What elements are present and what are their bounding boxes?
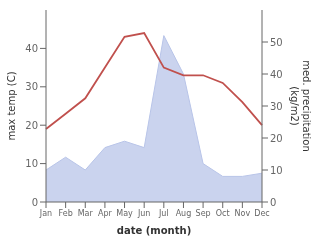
svg-text:Mar: Mar <box>78 209 94 218</box>
svg-text:30: 30 <box>25 81 38 92</box>
svg-text:May: May <box>116 209 133 218</box>
svg-text:Aug: Aug <box>176 209 192 218</box>
svg-text:Oct: Oct <box>216 209 230 218</box>
svg-text:date (month): date (month) <box>117 225 191 236</box>
svg-text:20: 20 <box>270 133 283 144</box>
svg-text:0: 0 <box>32 197 38 208</box>
svg-text:10: 10 <box>270 165 283 176</box>
svg-text:40: 40 <box>25 43 38 54</box>
svg-text:40: 40 <box>270 69 283 80</box>
svg-text:Jan: Jan <box>39 209 52 218</box>
svg-text:0: 0 <box>270 197 276 208</box>
svg-text:med. precipitation(kg/m2): med. precipitation(kg/m2) <box>290 60 311 152</box>
svg-text:Jun: Jun <box>137 209 151 218</box>
svg-text:Nov: Nov <box>235 209 251 218</box>
svg-text:10: 10 <box>25 158 38 169</box>
svg-text:50: 50 <box>270 37 283 48</box>
svg-text:Feb: Feb <box>59 209 73 218</box>
svg-text:Jul: Jul <box>158 209 169 218</box>
svg-text:Sep: Sep <box>196 209 211 218</box>
svg-text:Apr: Apr <box>98 209 113 218</box>
svg-text:30: 30 <box>270 101 283 112</box>
svg-text:Dec: Dec <box>254 209 269 218</box>
svg-text:20: 20 <box>25 120 38 131</box>
svg-text:max temp (C): max temp (C) <box>8 71 17 140</box>
